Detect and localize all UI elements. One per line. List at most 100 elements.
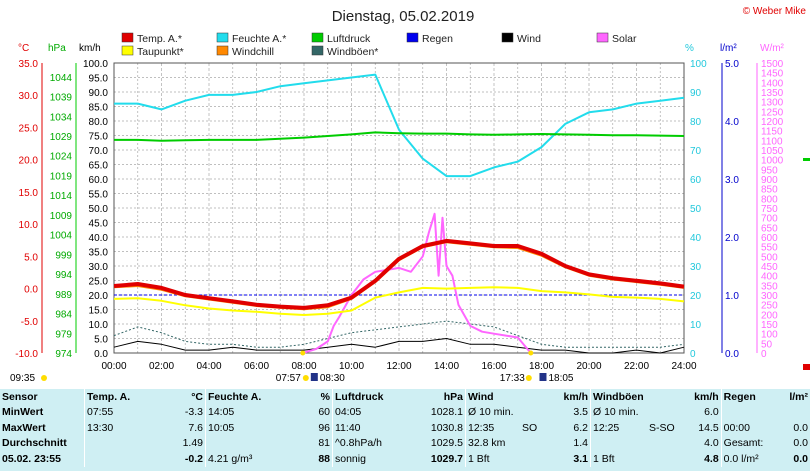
- tick-x: 14:00: [434, 361, 459, 372]
- stats-rain-value: 0.0: [793, 452, 808, 465]
- tick-pressure: 974: [55, 349, 72, 360]
- sunrise-end-icon: [310, 373, 318, 381]
- sunset-end-icon: [539, 373, 547, 381]
- legend-label: Windböen*: [327, 46, 378, 58]
- stats-rain-value: [778, 405, 810, 421]
- stats-wind-b: [520, 405, 542, 421]
- unit-pressure: hPa: [48, 43, 66, 54]
- tick-rain: 0.0: [725, 349, 739, 360]
- tick-wind: 15.0: [89, 306, 109, 317]
- tick-x: 06:00: [244, 361, 269, 372]
- tick-x: 20:00: [576, 361, 601, 372]
- tick-solar: 900: [761, 175, 778, 186]
- tick-solar: 200: [761, 310, 778, 321]
- stats-hum-value: 81: [318, 437, 330, 450]
- unit-rain: l/m²: [720, 43, 737, 54]
- sun-events: 09:35 07:57 08:30 17:33 18:05: [10, 350, 574, 384]
- legend-label: Taupunkt*: [137, 46, 184, 58]
- plot-frame: [113, 62, 685, 354]
- tick-solar: 1350: [761, 88, 784, 99]
- tick-pressure: 984: [55, 310, 72, 321]
- tick-rain: 1.0: [725, 291, 739, 302]
- tick-pressure: 999: [55, 250, 72, 261]
- tick-pressure: 1009: [50, 211, 73, 222]
- stats-row-max: MaxWert 13:30 7.6 10:05 96 11:40 1030.8 …: [0, 420, 810, 436]
- tick-wind: 100.0: [83, 59, 108, 70]
- stats-hum-value: 88: [318, 452, 330, 465]
- tick-solar: 100: [761, 330, 778, 341]
- stats-gust-value: 4.8: [704, 452, 719, 465]
- tick-temp: 10.0: [19, 220, 39, 231]
- stats-wind-value: 3.1: [573, 452, 588, 465]
- stats-temp-value: -0.2: [184, 452, 203, 465]
- tick-solar: 300: [761, 291, 778, 302]
- tick-temp: 5.0: [24, 252, 38, 263]
- series-line: [113, 286, 685, 316]
- tick-rain: 4.0: [725, 117, 739, 128]
- tick-humidity: 50: [690, 204, 702, 215]
- legend-swatch: [311, 45, 324, 56]
- tick-solar: 1250: [761, 107, 784, 118]
- tick-solar: 750: [761, 204, 778, 215]
- tick-humidity: 40: [690, 233, 702, 244]
- tick-pressure: 1029: [50, 132, 73, 143]
- tick-wind: 80.0: [89, 117, 109, 128]
- tick-solar: 500: [761, 252, 778, 263]
- tick-x: 24:00: [671, 361, 696, 372]
- tick-wind: 85.0: [89, 103, 109, 114]
- stats-header-press-unit: hPa: [443, 390, 463, 403]
- stats-press-time: 11:40: [332, 420, 401, 436]
- legend-label: Temp. A.*: [137, 33, 182, 45]
- tick-solar: 1050: [761, 146, 784, 157]
- stats-temp-time: [84, 451, 145, 467]
- tick-humidity: 60: [690, 175, 702, 186]
- unit-solar: W/m²: [760, 43, 785, 54]
- tick-x: 08:00: [291, 361, 316, 372]
- tick-pressure: 1004: [50, 231, 73, 242]
- tick-solar: 350: [761, 281, 778, 292]
- legend-label: Luftdruck: [327, 33, 371, 45]
- tick-wind: 90.0: [89, 88, 109, 99]
- series-line: [114, 73, 685, 178]
- tick-wind: 70.0: [89, 146, 109, 157]
- stats-row-current: 05.02. 23:55 -0.2 4.21 g/m³ 88 sonnig 10…: [0, 451, 810, 467]
- tick-humidity: 70: [690, 146, 702, 157]
- legend: Temp. A.* Feuchte A.* Luftdruck Regen Wind So…: [121, 32, 637, 58]
- stats-gust-value: 4.0: [704, 437, 719, 450]
- stats-header-press: Luftdruck: [332, 389, 401, 405]
- stats-rain-a: Gesamt:: [720, 435, 778, 451]
- tick-x: 02:00: [149, 361, 174, 372]
- tick-pressure: 1034: [50, 112, 73, 123]
- tick-solar: 1300: [761, 98, 784, 109]
- sunset-end-label: 18:05: [548, 373, 573, 384]
- legend-swatch: [596, 32, 609, 43]
- series-line: [114, 131, 685, 142]
- unit-humidity: %: [685, 43, 694, 54]
- series-line: [113, 338, 685, 354]
- tick-temp: 25.0: [19, 123, 39, 134]
- stats-header-gust-b: [647, 389, 677, 405]
- tick-solar: 850: [761, 185, 778, 196]
- stats-header-gust-unit: km/h: [694, 390, 719, 403]
- stats-row-label: MinWert: [2, 406, 44, 419]
- tick-solar: 1400: [761, 78, 784, 89]
- tick-solar: 1500: [761, 59, 784, 70]
- stats-header-wind-b: [520, 389, 542, 405]
- stats-header-temp-unit: °C: [191, 390, 203, 403]
- sun-marker: [528, 350, 534, 356]
- sunrise-icon: [302, 375, 309, 381]
- stats-gust-b: [647, 405, 677, 421]
- stats-header-wind: Wind: [465, 389, 520, 405]
- tick-x: 12:00: [386, 361, 411, 372]
- tick-rain: 5.0: [725, 59, 739, 70]
- legend-swatch: [216, 45, 229, 56]
- tick-pressure: 1014: [50, 191, 73, 202]
- tick-temp: 30.0: [19, 91, 39, 102]
- tick-solar: 1150: [761, 127, 783, 138]
- tick-solar: 1200: [761, 117, 784, 128]
- sun-icon: [41, 375, 47, 381]
- chart-title: Dienstag, 05.02.2019: [332, 8, 475, 25]
- tick-solar: 1100: [761, 136, 783, 147]
- tick-x: 04:00: [196, 361, 221, 372]
- tick-pressure: 1039: [50, 93, 73, 104]
